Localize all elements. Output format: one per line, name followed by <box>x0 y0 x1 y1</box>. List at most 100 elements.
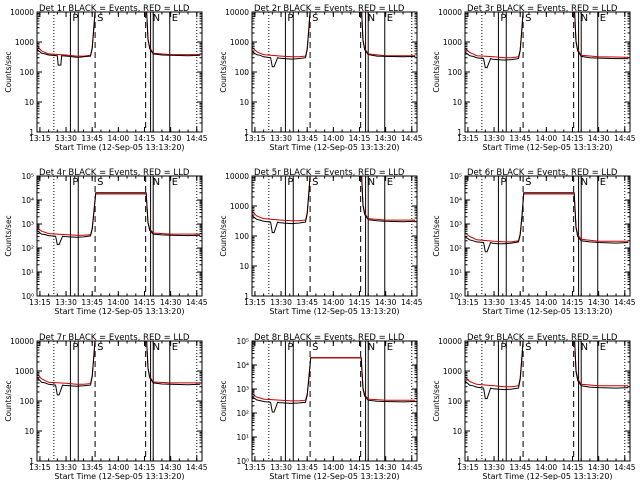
x-tick-label: 14:30 <box>160 463 182 472</box>
x-tick-label: 13:15 <box>244 134 266 143</box>
y-tick-label: 10² <box>236 409 249 418</box>
region-annotation: S <box>312 342 318 353</box>
x-tick-label: 14:30 <box>588 134 610 143</box>
x-tick-label: 14:45 <box>614 463 636 472</box>
events-series-line <box>37 192 201 245</box>
plot-frame <box>464 175 631 297</box>
y-tick-label: 100 <box>235 68 250 77</box>
plot-title: Det 9r BLACK = Events, RED = LLD <box>467 333 618 343</box>
y-axis-label: Counts/sec <box>219 215 228 256</box>
plot-title: Det 5r BLACK = Events, RED = LLD <box>254 168 405 178</box>
region-annotation: P <box>72 342 78 353</box>
y-tick-label: 1000 <box>443 38 462 47</box>
region-annotation: N <box>368 13 375 24</box>
events-series-line <box>252 12 416 68</box>
x-tick-label: 14:30 <box>375 298 397 307</box>
y-tick-label: 1 <box>29 457 34 466</box>
x-tick-label: 14:00 <box>323 134 345 143</box>
region-annotation: N <box>368 342 375 353</box>
x-tick-label: 13:15 <box>457 298 479 307</box>
events-series-line <box>37 341 201 396</box>
region-annotation: S <box>525 177 531 188</box>
x-axis-label: Start Time (12-Sep-05 13:13:20) <box>54 143 184 152</box>
x-tick-label: 14:30 <box>375 134 397 143</box>
x-tick-label: 13:30 <box>483 298 505 307</box>
x-tick-label: 13:15 <box>244 298 266 307</box>
region-annotation: P <box>287 177 293 188</box>
region-annotation: E <box>600 177 606 188</box>
region-annotation: E <box>600 13 606 24</box>
x-tick-label: 14:45 <box>614 134 636 143</box>
plot-frame <box>464 340 631 462</box>
plot-frame <box>36 340 203 462</box>
x-tick-label: 13:15 <box>457 134 479 143</box>
region-annotation: E <box>387 342 393 353</box>
region-annotation: P <box>287 342 293 353</box>
x-tick-label: 13:45 <box>509 298 531 307</box>
region-annotation: N <box>153 13 160 24</box>
y-tick-label: 100 <box>448 397 463 406</box>
plot-frame <box>251 340 418 462</box>
x-tick-label: 13:45 <box>296 134 318 143</box>
region-annotation: P <box>72 177 78 188</box>
x-tick-label: 14:15 <box>134 134 156 143</box>
y-tick-label: 1000 <box>443 367 462 376</box>
region-annotation: S <box>97 177 103 188</box>
x-tick-label: 13:45 <box>509 463 531 472</box>
y-tick-label: 100 <box>448 68 463 77</box>
x-tick-label: 14:15 <box>562 134 584 143</box>
y-tick-label: 1 <box>457 457 462 466</box>
x-tick-label: 14:30 <box>160 298 182 307</box>
y-tick-label: 10³ <box>449 220 462 229</box>
y-axis-label: Counts/sec <box>4 380 13 421</box>
region-annotation: E <box>600 342 606 353</box>
x-tick-label: 14:45 <box>186 298 208 307</box>
region-annotation: P <box>500 13 506 24</box>
x-axis-label: Start Time (12-Sep-05 13:13:20) <box>482 143 612 152</box>
y-tick-label: 10 <box>24 98 34 107</box>
x-tick-label: 13:15 <box>29 463 51 472</box>
region-annotation: P <box>72 13 78 24</box>
y-tick-label: 10³ <box>21 220 34 229</box>
x-tick-label: 14:15 <box>562 463 584 472</box>
y-axis-label: Counts/sec <box>432 215 441 256</box>
y-tick-label: 10000 <box>438 337 462 346</box>
lld-series-line <box>37 193 201 236</box>
region-annotation: N <box>581 342 588 353</box>
plot-title: Det 7r BLACK = Events, RED = LLD <box>39 333 190 343</box>
y-tick-label: 10 <box>452 98 462 107</box>
x-axis-label: Start Time (12-Sep-05 13:13:20) <box>54 307 184 316</box>
y-axis-label: Counts/sec <box>432 380 441 421</box>
y-tick-label: 1000 <box>15 367 34 376</box>
x-tick-label: 13:30 <box>55 134 77 143</box>
x-tick-label: 13:45 <box>296 463 318 472</box>
x-tick-label: 13:30 <box>55 463 77 472</box>
y-tick-label: 10¹ <box>236 433 249 442</box>
region-annotation: P <box>500 342 506 353</box>
x-tick-label: 13:15 <box>457 463 479 472</box>
y-tick-label: 10⁵ <box>236 337 249 346</box>
region-annotation: N <box>581 177 588 188</box>
x-tick-label: 14:15 <box>134 298 156 307</box>
y-tick-label: 100 <box>20 397 35 406</box>
region-annotation: S <box>97 13 103 24</box>
y-axis-label: Counts/sec <box>432 51 441 92</box>
y-tick-label: 10000 <box>225 8 249 17</box>
y-tick-label: 10000 <box>225 172 249 181</box>
y-tick-label: 10⁰ <box>449 292 462 301</box>
y-tick-label: 10 <box>452 427 462 436</box>
region-annotation: N <box>581 13 588 24</box>
x-tick-label: 14:00 <box>536 134 558 143</box>
y-tick-label: 1000 <box>230 202 249 211</box>
y-tick-label: 1 <box>244 292 249 301</box>
plot-frame <box>251 175 418 297</box>
x-tick-label: 13:30 <box>483 134 505 143</box>
events-series-line <box>465 12 629 69</box>
x-axis-label: Start Time (12-Sep-05 13:13:20) <box>269 307 399 316</box>
